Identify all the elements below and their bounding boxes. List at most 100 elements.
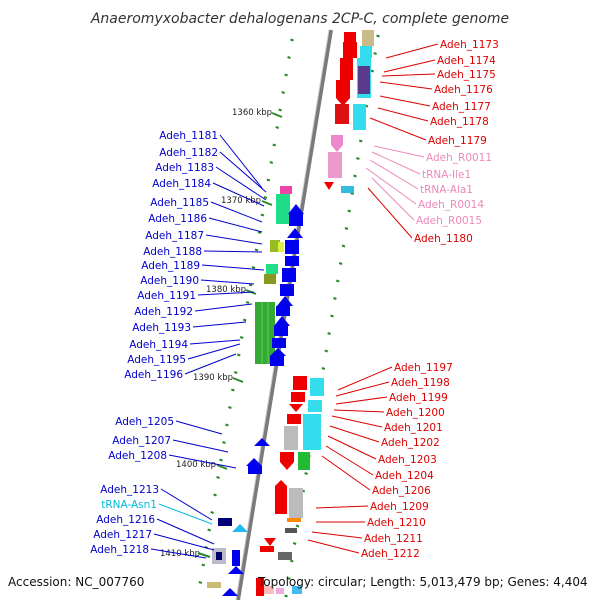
gene-block[interactable] <box>272 338 286 348</box>
gene-label[interactable]: Adeh_1201 <box>384 422 443 434</box>
gene-block[interactable] <box>274 326 288 336</box>
gene-label[interactable]: Adeh_1182 <box>159 147 218 159</box>
gene-label[interactable]: Adeh_1189 <box>141 260 200 272</box>
gene-label[interactable]: Adeh_1195 <box>127 354 186 366</box>
gene-label[interactable]: Adeh_1210 <box>367 517 426 529</box>
gene-block[interactable] <box>282 268 296 282</box>
gene-label[interactable]: Adeh_1204 <box>375 470 434 482</box>
gene-arrow[interactable] <box>280 452 294 470</box>
gene-label[interactable]: Adeh_1180 <box>414 233 473 245</box>
gene-label[interactable]: Adeh_1185 <box>150 197 209 209</box>
gene-block[interactable] <box>360 46 372 58</box>
gene-arrow[interactable] <box>264 538 276 546</box>
gene-block[interactable] <box>362 30 374 46</box>
gene-block[interactable] <box>287 518 301 522</box>
gene-label[interactable]: Adeh_1211 <box>364 533 423 545</box>
gene-label[interactable]: Adeh_1203 <box>378 454 437 466</box>
gene-block[interactable] <box>285 256 299 266</box>
gene-block[interactable] <box>218 518 232 526</box>
gene-arrow[interactable] <box>254 438 270 446</box>
gene-label[interactable]: Adeh_1193 <box>132 322 191 334</box>
gene-label[interactable]: Adeh_1196 <box>124 369 183 381</box>
gene-label[interactable]: Adeh_1187 <box>145 230 204 242</box>
gene-label[interactable]: Adeh_1207 <box>112 435 171 447</box>
trna-arrow[interactable] <box>232 524 248 532</box>
gene-arrow[interactable] <box>277 296 293 306</box>
gene-label[interactable]: Adeh_R0015 <box>416 215 482 227</box>
gene-arrow[interactable] <box>336 80 350 106</box>
gene-label[interactable]: Adeh_1213 <box>100 484 159 496</box>
gene-label[interactable]: Adeh_1208 <box>108 450 167 462</box>
gene-label[interactable]: Adeh_1197 <box>394 362 453 374</box>
gene-arrow[interactable] <box>222 588 238 596</box>
gene-label[interactable]: Adeh_1194 <box>129 339 188 351</box>
gene-block[interactable] <box>276 588 284 594</box>
gene-block[interactable] <box>285 240 299 254</box>
gene-label[interactable]: Adeh_1212 <box>361 548 420 560</box>
gene-label[interactable]: Adeh_1200 <box>386 407 445 419</box>
gene-block[interactable] <box>280 284 294 296</box>
gene-block[interactable] <box>266 264 278 274</box>
rna-arrow[interactable] <box>331 135 343 152</box>
gene-arrow[interactable] <box>246 458 262 466</box>
gene-label[interactable]: Adeh_1173 <box>440 39 499 51</box>
gene-arrow[interactable] <box>289 404 303 412</box>
gene-label[interactable]: Adeh_R0011 <box>426 152 492 164</box>
gene-label[interactable]: Adeh_1217 <box>93 529 152 541</box>
gene-block[interactable] <box>256 578 264 596</box>
gene-label[interactable]: Adeh_1188 <box>143 246 202 258</box>
gene-label[interactable]: Adeh_1179 <box>428 135 487 147</box>
gene-arrow[interactable] <box>324 182 334 190</box>
gene-label[interactable]: Adeh_1174 <box>437 55 496 67</box>
gene-block[interactable] <box>276 306 290 316</box>
gene-block[interactable] <box>260 546 274 552</box>
gene-label[interactable]: Adeh_1176 <box>434 84 493 96</box>
gene-label[interactable]: Adeh_1178 <box>430 116 489 128</box>
gene-arrow[interactable] <box>270 348 286 356</box>
gene-block[interactable] <box>207 582 221 588</box>
gene-arrow[interactable] <box>228 566 244 574</box>
gene-block[interactable] <box>303 414 321 450</box>
gene-block[interactable] <box>343 42 357 58</box>
gene-block[interactable] <box>293 376 307 390</box>
gene-block[interactable] <box>308 400 322 412</box>
gene-label[interactable]: Adeh_1218 <box>90 544 149 556</box>
gene-label[interactable]: Adeh_1192 <box>134 306 193 318</box>
gene-label[interactable]: Adeh_R0014 <box>418 199 484 211</box>
gene-label[interactable]: Adeh_1181 <box>159 130 218 142</box>
gene-block[interactable] <box>358 66 370 94</box>
gene-label[interactable]: Adeh_1198 <box>391 377 450 389</box>
gene-block[interactable] <box>285 528 297 533</box>
gene-block[interactable] <box>341 186 354 193</box>
gene-label[interactable]: Adeh_1186 <box>148 213 207 225</box>
gene-arrow[interactable] <box>274 316 290 326</box>
gene-block[interactable] <box>298 452 310 470</box>
gene-label[interactable]: tRNA-Asn1 <box>101 499 157 511</box>
gene-block[interactable] <box>289 488 303 518</box>
gene-label[interactable]: Adeh_1202 <box>381 437 440 449</box>
gene-block[interactable] <box>270 356 284 366</box>
gene-arrow[interactable] <box>275 480 287 514</box>
gene-label[interactable]: Adeh_1216 <box>96 514 155 526</box>
gene-label[interactable]: Adeh_1183 <box>155 162 214 174</box>
gene-label[interactable]: tRNA-Ile1 <box>422 169 471 181</box>
gene-block[interactable] <box>264 586 274 594</box>
gene-arrow[interactable] <box>287 228 303 238</box>
gene-label[interactable]: Adeh_1209 <box>370 501 429 513</box>
gene-block[interactable] <box>276 194 290 224</box>
gene-label[interactable]: tRNA-Ala1 <box>420 184 473 196</box>
gene-block[interactable] <box>248 466 262 474</box>
gene-block[interactable] <box>284 426 298 450</box>
gene-label[interactable]: Adeh_1175 <box>437 69 496 81</box>
gene-label[interactable]: Adeh_1190 <box>140 275 199 287</box>
gene-block[interactable] <box>340 58 353 80</box>
gene-block[interactable] <box>335 104 349 124</box>
gene-block[interactable] <box>232 550 240 566</box>
gene-block[interactable] <box>287 414 301 424</box>
gene-label[interactable]: Adeh_1205 <box>115 416 174 428</box>
gene-label[interactable]: Adeh_1184 <box>152 178 211 190</box>
gene-block[interactable] <box>280 186 292 194</box>
gene-block[interactable] <box>216 552 222 560</box>
gene-arrow[interactable] <box>288 204 304 214</box>
gene-label[interactable]: Adeh_1177 <box>432 101 491 113</box>
